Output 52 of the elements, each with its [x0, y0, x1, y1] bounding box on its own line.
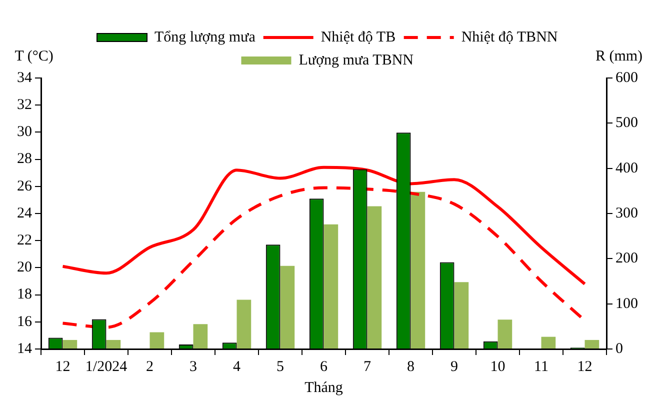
- y2-tick-label: 200: [616, 250, 638, 267]
- y-tick-label: 22: [17, 232, 32, 249]
- y-tick-label: 34: [17, 70, 32, 86]
- legend-label: Nhiệt độ TB: [320, 29, 396, 46]
- y2-tick-label: 0: [616, 340, 623, 357]
- legend-label: Lượng mưa TBNN: [298, 52, 414, 68]
- y-tick-label: 14: [17, 340, 32, 357]
- legend-label: Nhiệt độ TBNN: [461, 29, 558, 46]
- y2-axis-title: R (mm): [595, 48, 643, 64]
- y2-tick-label: 500: [616, 115, 638, 132]
- bar: [106, 340, 121, 348]
- x-tick-label: 12: [55, 358, 70, 375]
- y-tick-label: 16: [17, 314, 32, 330]
- bar: [498, 320, 512, 348]
- y2-tick-label: 400: [616, 160, 638, 176]
- bar: [236, 300, 252, 348]
- x-tick-label: 4: [233, 358, 241, 375]
- bar: [193, 324, 208, 348]
- y-tick-label: 30: [17, 124, 32, 140]
- x-tick-label: 11: [534, 358, 548, 375]
- y2-tick-label: 300: [616, 205, 638, 222]
- y-tick-label: 28: [17, 151, 32, 168]
- y-tick-label: 32: [17, 97, 32, 114]
- bar: [62, 340, 78, 348]
- bar: [454, 282, 469, 348]
- bar: [541, 336, 556, 348]
- y-tick-label: 24: [17, 205, 32, 222]
- bar: [324, 224, 338, 348]
- line-series: [61, 166, 586, 286]
- bar: [410, 192, 426, 348]
- x-axis-title: Tháng: [304, 380, 344, 396]
- x-tick-label: 3: [190, 358, 197, 375]
- x-tick-label: 7: [364, 358, 372, 375]
- bar: [280, 266, 295, 348]
- x-tick-label: 2: [146, 358, 154, 375]
- x-tick-label: 8: [407, 358, 414, 375]
- y2-tick-label: 100: [616, 296, 638, 312]
- y2-tick-label: 600: [616, 70, 638, 86]
- x-tick-label: 6: [320, 358, 328, 375]
- bar: [150, 332, 164, 348]
- bar: [367, 206, 382, 348]
- y-axis-title: T (°C): [14, 48, 54, 64]
- legend-label: Tổng lượng mưa: [154, 29, 256, 46]
- y-tick-label: 26: [17, 178, 32, 194]
- x-tick-label: 10: [490, 358, 506, 375]
- y-tick-label: 20: [17, 260, 32, 276]
- x-tick-label: 9: [450, 358, 458, 375]
- x-tick-label: 12: [577, 358, 592, 375]
- y-tick-label: 18: [17, 286, 32, 303]
- x-tick-label: 5: [276, 358, 284, 375]
- x-tick-label: 1/2024: [85, 358, 128, 375]
- bar: [584, 340, 600, 348]
